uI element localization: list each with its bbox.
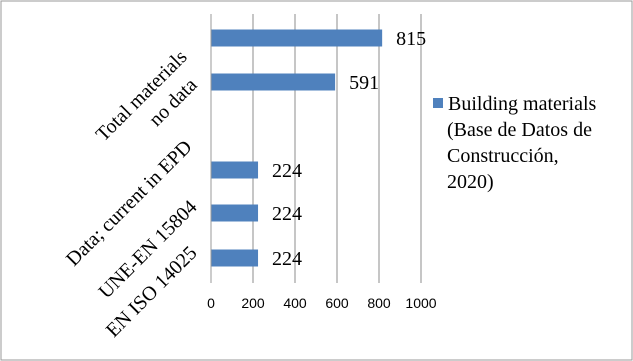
tick-label: 400 [283,295,307,311]
tick-label: 600 [325,295,349,311]
bar [211,161,259,179]
tick-label: 1000 [405,295,436,311]
data-label: 224 [272,248,302,270]
tick-label: 0 [207,295,215,311]
bar [211,204,259,222]
data-label: 224 [272,203,302,225]
bar [211,249,259,267]
legend: Building materials (Base de Datos de Const… [433,93,597,193]
legend-text: Building materials [448,93,597,115]
data-label: 591 [349,72,379,94]
legend-text: Construcción, [447,145,559,167]
bar-layer [211,29,383,267]
legend-text: (Base de Datos de [447,119,592,141]
bar [211,73,336,91]
tick-label: 200 [241,295,265,311]
bar [211,29,383,47]
grid-layer [252,14,422,283]
data-label: 815 [396,28,426,50]
tick-layer: 0 200 400 600 800 1000 [207,295,437,311]
data-label: 224 [272,160,302,182]
tick-label: 800 [367,295,391,311]
legend-swatch [433,98,443,108]
label-layer: 815 591 224 224 224 [272,28,426,270]
legend-text: 2020) [447,171,494,193]
